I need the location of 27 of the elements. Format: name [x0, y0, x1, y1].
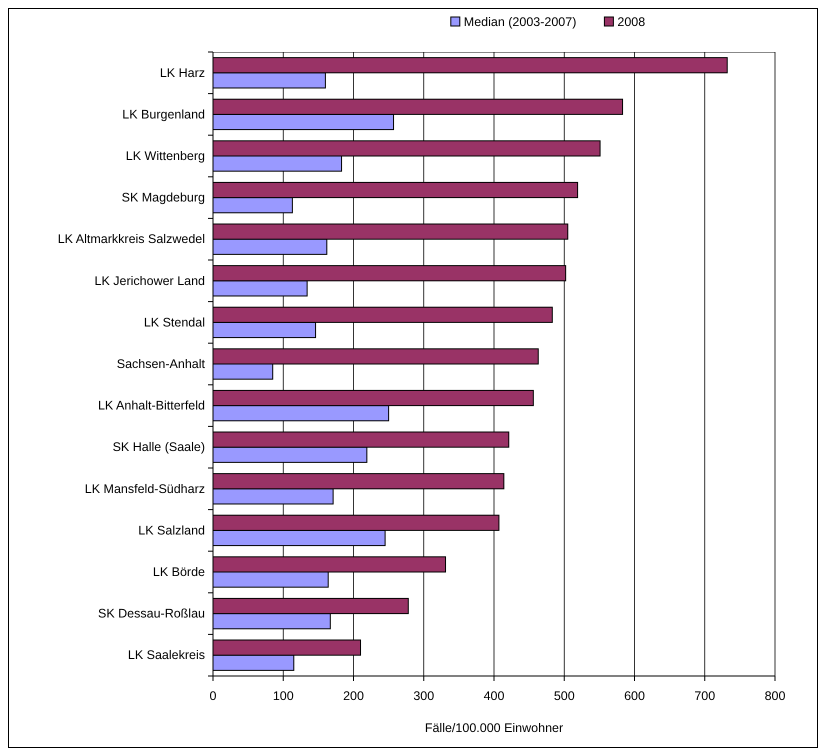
x-tick-label: 100 [272, 689, 294, 703]
y-tick-label: LK Burgenland [122, 107, 206, 122]
y-tick-label: LK Stendal [144, 315, 205, 330]
y-tick-label: SK Magdeburg [122, 190, 206, 205]
x-tick-label: 400 [484, 689, 504, 703]
x-tick-label: 500 [554, 689, 575, 703]
y-tick-label: LK Mansfeld-Südharz [84, 482, 205, 496]
y-tick-label: SK Halle (Saale) [112, 440, 205, 454]
y-tick-label: LK Saalekreis [128, 648, 205, 662]
y-tick-label: LK Anhalt-Bitterfeld [98, 398, 206, 413]
x-axis-title: Fälle/100.000 Einwohner [424, 721, 564, 735]
y-tick-label: LK Börde [152, 565, 206, 579]
x-tick-label: 700 [694, 689, 716, 703]
y-tick-label: LK Salzland [138, 523, 206, 538]
y-tick-label: SK Dessau-Roßlau [98, 606, 206, 621]
x-tick-label: 200 [343, 689, 364, 703]
y-tick-label: LK Jerichower Land [94, 274, 206, 288]
y-tick-label: Sachsen-Anhalt [116, 357, 206, 371]
legend-label: Median (2003-2007) [464, 15, 576, 29]
y-tick-label: LK Altmarkkreis Salzwedel [58, 232, 205, 246]
x-tick-label: 600 [624, 689, 645, 703]
x-tick-label: 800 [764, 689, 786, 703]
x-tick-label: 300 [413, 689, 434, 703]
y-tick-label: LK Wittenberg [126, 149, 206, 163]
x-tick-label: 0 [210, 689, 217, 703]
y-tick-label: LK Harz [160, 66, 205, 80]
legend-label: 2008 [617, 15, 646, 29]
